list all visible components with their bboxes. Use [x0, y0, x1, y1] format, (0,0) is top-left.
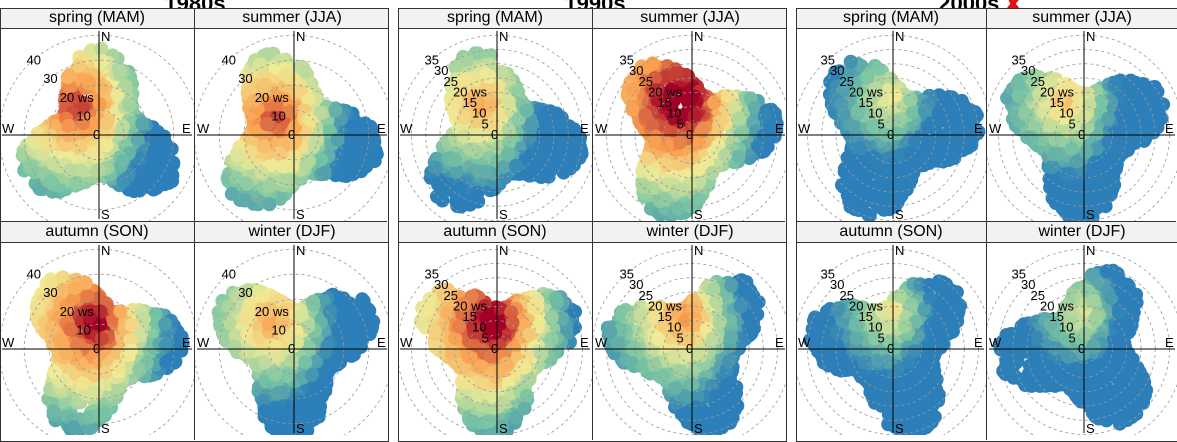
panel-divider — [0, 221, 387, 222]
panel-divider — [194, 8, 195, 440]
